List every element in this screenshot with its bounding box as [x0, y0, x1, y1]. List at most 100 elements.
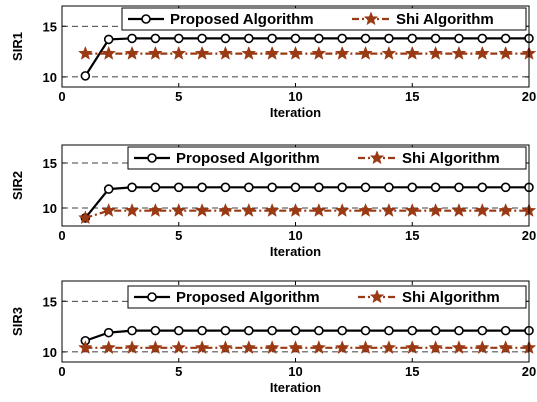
data-point-proposed	[244, 182, 254, 193]
data-point-proposed	[220, 182, 231, 193]
data-point-proposed	[290, 325, 301, 336]
data-point-shi	[334, 203, 350, 217]
data-point-proposed	[80, 71, 91, 81]
x-axis-label: Iteration	[270, 244, 321, 259]
legend-marker-proposed	[141, 14, 151, 24]
data-point-proposed	[267, 182, 277, 193]
x-tick-label: 5	[175, 89, 182, 104]
legend-label-proposed: Proposed Algorithm	[170, 11, 314, 28]
legend-marker-shi	[363, 11, 379, 26]
data-point-shi	[218, 340, 233, 355]
data-point-shi	[241, 203, 257, 217]
data-point-proposed	[477, 182, 488, 193]
data-point-proposed	[173, 182, 184, 193]
data-point-shi	[311, 340, 327, 355]
data-point-proposed	[314, 325, 324, 336]
y-tick-label: 10	[43, 201, 57, 216]
data-point-shi	[218, 203, 233, 217]
data-point-shi	[78, 45, 93, 60]
data-point-proposed	[197, 33, 207, 44]
data-point-proposed	[103, 327, 114, 338]
data-point-proposed	[173, 33, 184, 44]
data-point-proposed	[477, 325, 488, 336]
data-point-proposed	[103, 34, 114, 45]
y-axis-label: SIR3	[10, 307, 25, 336]
x-tick-label: 5	[175, 228, 182, 243]
data-point-proposed	[220, 325, 231, 336]
data-point-shi	[311, 203, 327, 217]
data-point-proposed	[384, 33, 394, 44]
x-tick-label: 10	[288, 364, 302, 379]
data-point-shi	[381, 203, 397, 217]
x-tick-label: 10	[288, 228, 302, 243]
data-point-shi	[451, 203, 467, 217]
data-point-proposed	[267, 325, 277, 336]
y-tick-label: 15	[43, 156, 57, 171]
data-point-shi	[101, 203, 117, 217]
data-point-proposed	[360, 33, 371, 44]
data-point-shi	[218, 45, 233, 60]
legend-box	[127, 285, 527, 309]
data-point-proposed	[454, 182, 464, 193]
data-point-proposed	[360, 182, 371, 193]
subplot-3: 0 5 10 15 20 10 15 Iteration SIR3 Proposed Algori…	[10, 280, 537, 395]
data-point-proposed	[360, 325, 371, 336]
data-point-proposed	[407, 325, 418, 336]
data-point-proposed	[500, 33, 511, 44]
data-point-proposed	[150, 325, 161, 336]
data-point-shi	[148, 203, 163, 217]
data-point-shi	[148, 340, 163, 355]
data-point-shi	[101, 45, 117, 60]
data-point-proposed	[407, 33, 418, 44]
x-tick-label: 20	[522, 89, 536, 104]
data-point-shi	[124, 203, 140, 217]
data-point-shi	[264, 203, 280, 217]
data-point-shi	[358, 340, 373, 355]
legend-box	[121, 7, 527, 31]
data-point-proposed	[220, 33, 231, 44]
legend-marker-shi	[369, 150, 385, 165]
legend-label-shi: Shi Algorithm	[396, 11, 494, 28]
x-tick-label: 15	[405, 89, 419, 104]
data-point-proposed	[477, 33, 488, 44]
legend-label-proposed: Proposed Algorithm	[176, 150, 320, 167]
data-point-shi	[264, 340, 280, 355]
data-point-proposed	[267, 33, 277, 44]
data-point-shi	[241, 45, 257, 60]
data-point-proposed	[384, 325, 394, 336]
data-point-shi	[404, 340, 420, 355]
data-point-shi	[288, 203, 303, 217]
data-point-shi	[334, 45, 350, 60]
legend-marker-shi	[369, 289, 385, 304]
data-point-proposed	[244, 33, 254, 44]
data-point-shi	[194, 340, 210, 355]
axes-frame	[61, 280, 530, 363]
legend: Proposed Algorithm Shi Algorithm	[127, 285, 527, 309]
data-point-shi	[334, 340, 350, 355]
axes-frame	[61, 5, 530, 88]
data-point-shi	[78, 340, 93, 355]
data-point-proposed	[150, 182, 161, 193]
data-point-proposed	[430, 182, 441, 193]
data-point-proposed	[337, 325, 348, 336]
x-axis-label: Iteration	[270, 380, 321, 395]
legend-box	[127, 146, 527, 170]
data-point-shi	[124, 45, 140, 60]
data-point-shi	[404, 203, 420, 217]
data-point-shi	[474, 203, 490, 217]
data-point-shi	[241, 340, 257, 355]
x-tick-label: 15	[405, 228, 419, 243]
data-point-shi	[264, 45, 280, 60]
x-tick-label: 0	[58, 228, 65, 243]
data-point-shi	[428, 340, 443, 355]
data-point-shi	[148, 45, 163, 60]
legend-label-shi: Shi Algorithm	[402, 150, 500, 167]
data-point-shi	[428, 203, 443, 217]
data-point-shi	[288, 45, 303, 60]
data-point-proposed	[103, 184, 114, 194]
data-point-proposed	[430, 325, 441, 336]
data-point-shi	[428, 45, 443, 60]
data-point-proposed	[500, 325, 511, 336]
data-point-shi	[451, 340, 467, 355]
